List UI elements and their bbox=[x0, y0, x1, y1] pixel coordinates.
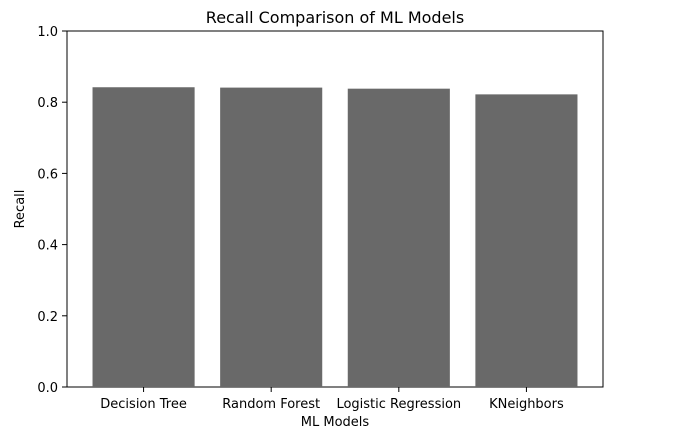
x-tick-label: Logistic Regression bbox=[336, 397, 461, 412]
x-tick-label: KNeighbors bbox=[489, 397, 564, 412]
y-tick-label: 0.0 bbox=[37, 381, 58, 396]
bar-random-forest bbox=[220, 87, 323, 387]
chart-title: Recall Comparison of ML Models bbox=[206, 8, 464, 27]
bar-kneighbors bbox=[475, 94, 578, 388]
y-tick-label: 0.2 bbox=[37, 310, 58, 325]
x-tick-label: Decision Tree bbox=[100, 397, 187, 412]
y-tick-label: 0.6 bbox=[37, 167, 58, 182]
bar-logistic-regression bbox=[347, 88, 450, 387]
y-axis-label: Recall bbox=[13, 190, 28, 229]
y-axis-ticks: 0.0 0.2 0.4 0.6 0.8 1.0 bbox=[37, 25, 67, 396]
bar-decision-tree bbox=[92, 87, 195, 388]
plot-frame bbox=[66, 30, 604, 388]
y-tick-label: 0.4 bbox=[37, 239, 58, 254]
y-tick-label: 0.8 bbox=[37, 96, 58, 111]
x-axis-label: ML Models bbox=[301, 415, 370, 430]
x-tick-label: Random Forest bbox=[222, 397, 320, 412]
bars-group bbox=[92, 87, 578, 388]
y-tick-label: 1.0 bbox=[37, 25, 58, 40]
x-axis-ticks: Decision Tree Random Forest Logistic Regre… bbox=[100, 387, 564, 412]
